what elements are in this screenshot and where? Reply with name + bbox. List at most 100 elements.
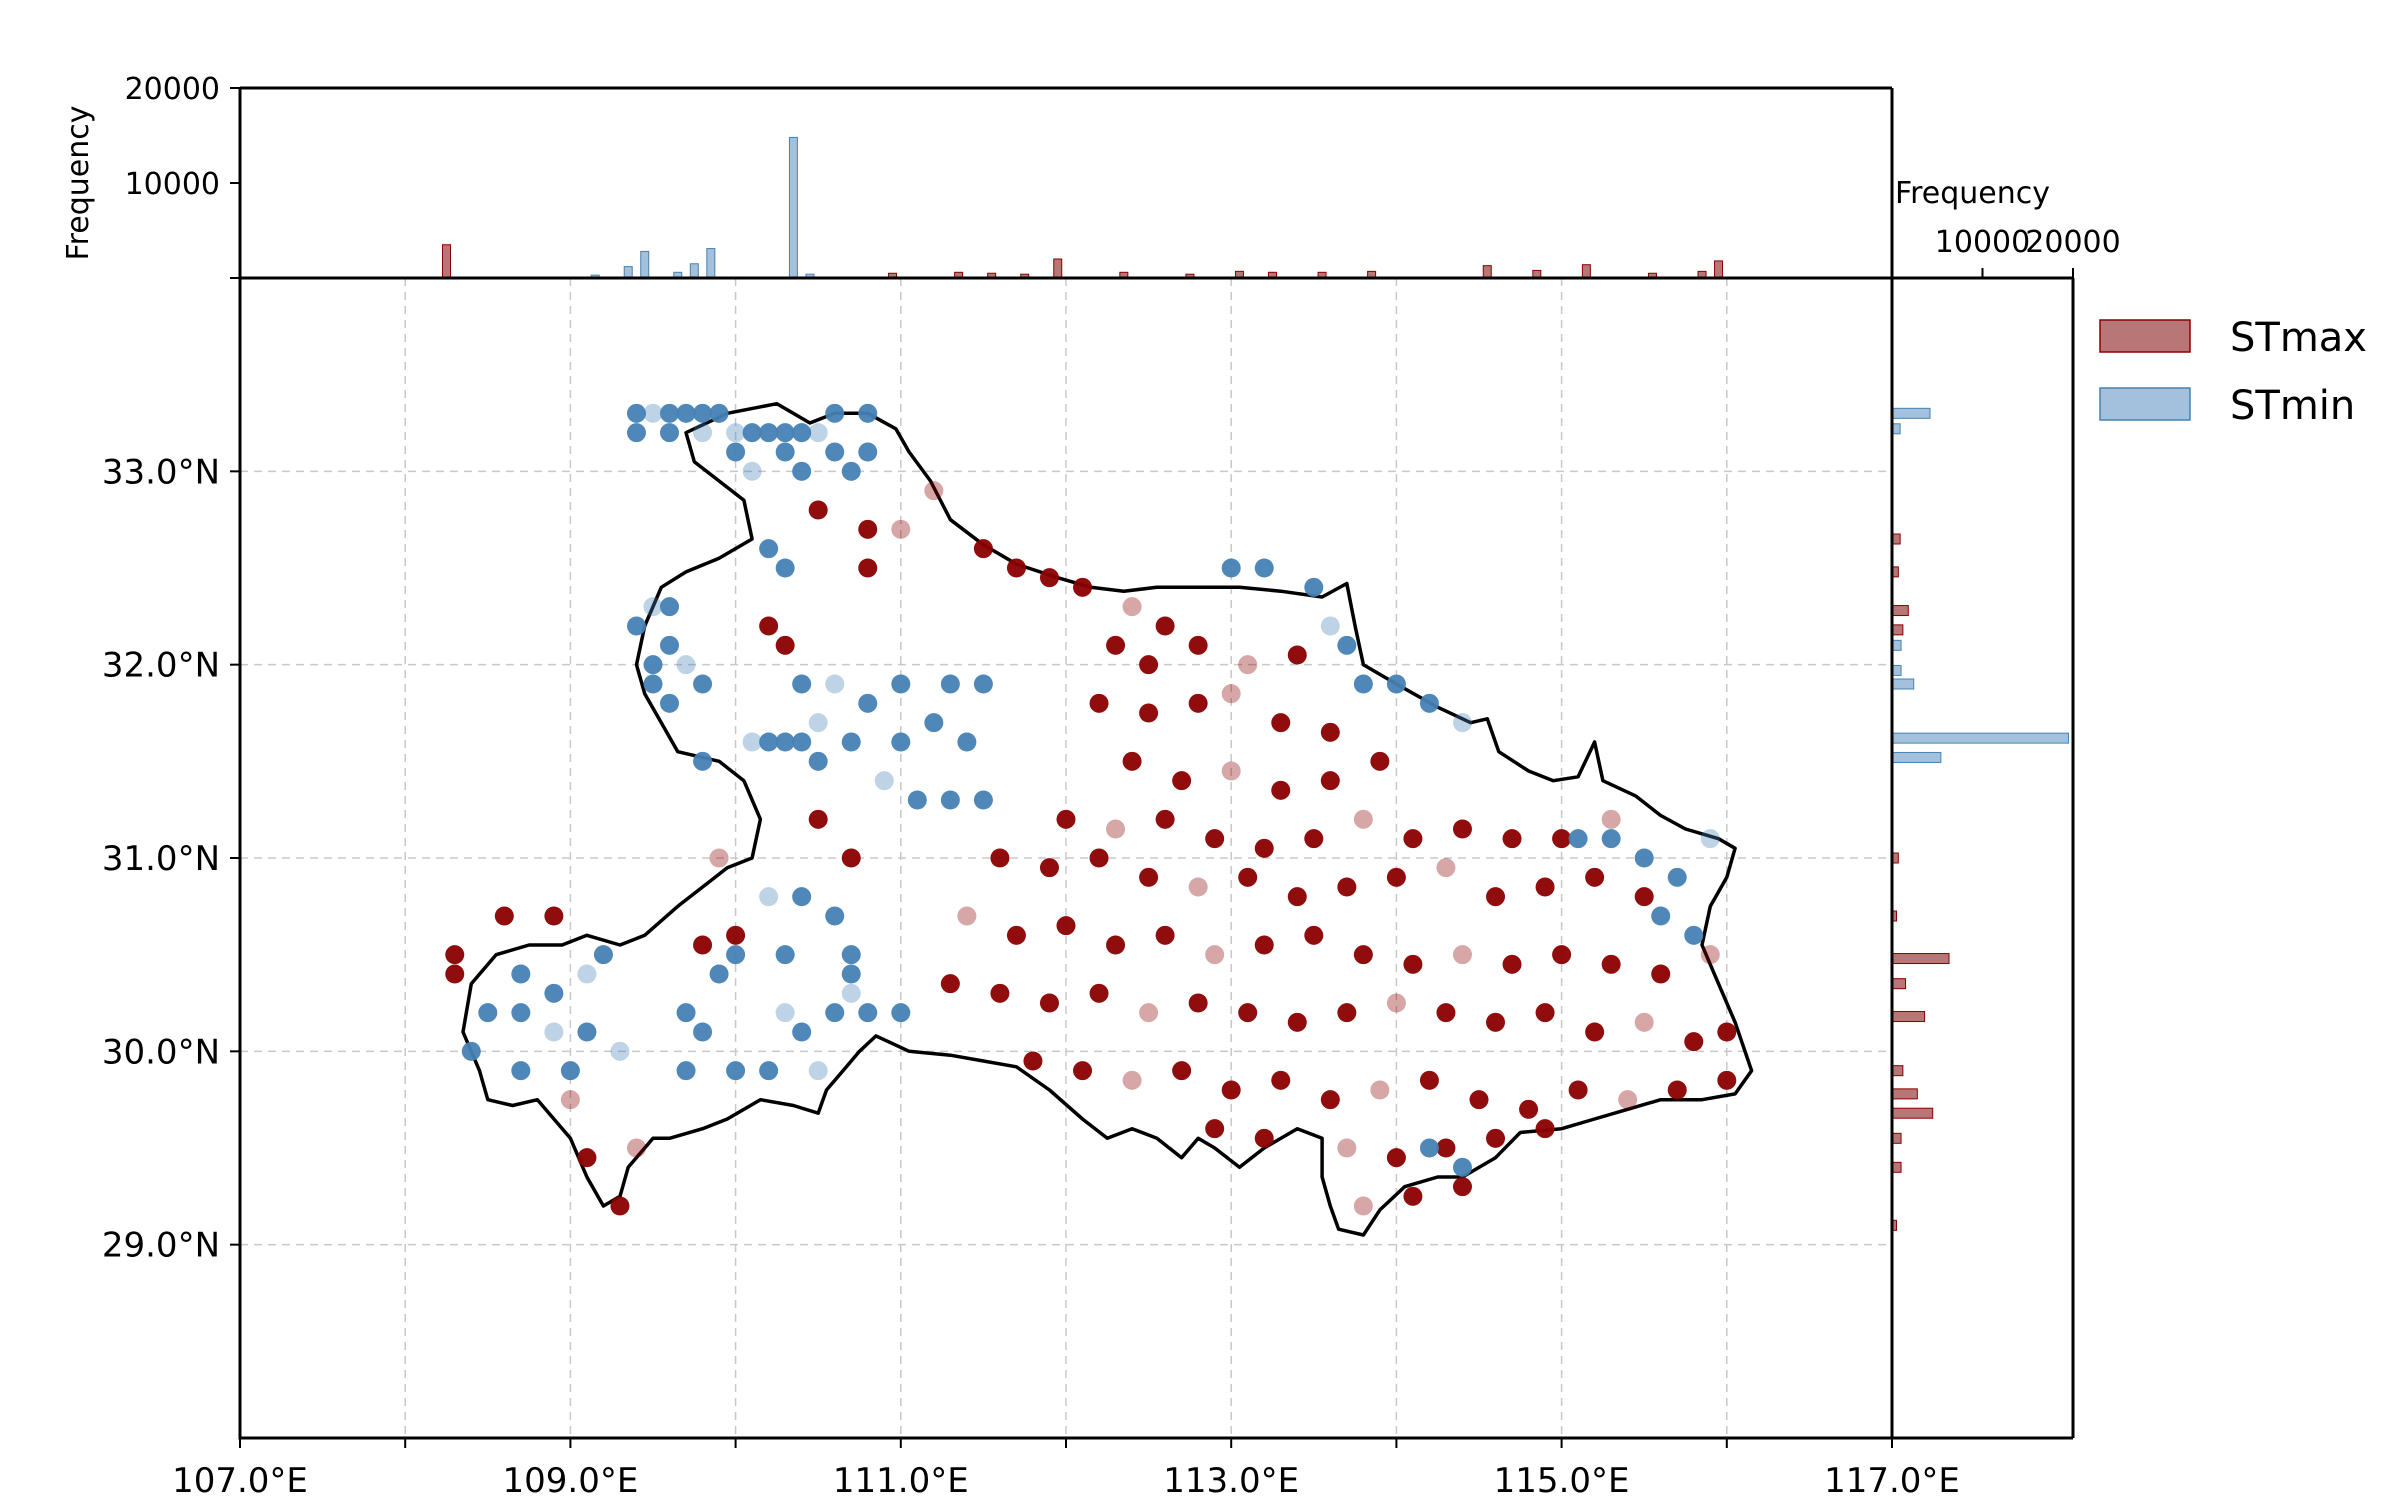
point-stmin xyxy=(1667,867,1687,887)
point-stmin xyxy=(626,423,646,443)
point-stmax xyxy=(858,519,878,539)
point-stmin xyxy=(577,1022,597,1042)
point-stmax xyxy=(841,848,861,868)
point-stmax xyxy=(1535,1119,1555,1139)
legend-swatch-stmin xyxy=(2099,387,2191,421)
point-stmax xyxy=(1601,809,1621,829)
top-hist-bar-stmin xyxy=(640,250,650,279)
point-stmin xyxy=(643,597,663,617)
point-stmax xyxy=(1221,684,1241,704)
point-stmax xyxy=(891,519,911,539)
point-stmax xyxy=(1370,751,1390,771)
point-stmax xyxy=(1353,945,1373,965)
top-hist-bar-stmin xyxy=(623,266,633,279)
point-stmin xyxy=(726,945,746,965)
point-stmin xyxy=(1320,616,1340,636)
boundary-outline xyxy=(461,401,1754,1237)
point-stmin xyxy=(511,1003,531,1023)
point-stmax xyxy=(1287,1012,1307,1032)
point-stmax xyxy=(1403,1186,1423,1206)
point-stmin xyxy=(544,1022,564,1042)
point-stmax xyxy=(1238,655,1258,675)
point-stmax xyxy=(1006,558,1026,578)
point-stmin xyxy=(808,423,828,443)
point-stmax xyxy=(1552,829,1572,849)
legend: STmax STmin xyxy=(2099,315,2367,429)
point-stmax xyxy=(759,616,779,636)
point-stmax xyxy=(1634,887,1654,907)
x-tick-label: 117.0°E xyxy=(1824,1461,1960,1500)
point-stmax xyxy=(1601,954,1621,974)
point-stmin xyxy=(841,983,861,1003)
y-tick-label: 31.0°N xyxy=(102,839,220,879)
point-stmax xyxy=(1717,1070,1737,1090)
point-stmax xyxy=(808,809,828,829)
right-hist-bar-stmax xyxy=(1891,605,1909,617)
point-stmax xyxy=(1651,964,1671,984)
point-stmin xyxy=(1634,848,1654,868)
right-hist-bar-stmax xyxy=(1891,953,1950,965)
axis-ticks: 107.0°E 109.0°E 111.0°E 113.0°E 115.0°E 117.0… xyxy=(61,72,2121,1500)
point-stmax xyxy=(1089,983,1109,1003)
right-hist-bar-stmin xyxy=(1891,407,1931,419)
point-stmin xyxy=(940,790,960,810)
top-hist-tick-label: 20000 xyxy=(125,72,220,107)
point-stmax xyxy=(1188,877,1208,897)
point-stmin xyxy=(775,423,795,443)
top-hist-bar-stmax xyxy=(442,244,451,279)
right-hist-bar-stmax xyxy=(1891,1011,1926,1023)
point-stmin xyxy=(610,1041,630,1061)
point-stmin xyxy=(676,655,696,675)
point-stmin xyxy=(643,403,663,423)
point-stmin xyxy=(1386,674,1406,694)
point-stmin xyxy=(1419,1138,1439,1158)
point-stmin xyxy=(560,1061,580,1081)
point-stmin xyxy=(1651,906,1671,926)
point-stmax xyxy=(1502,954,1522,974)
right-histogram xyxy=(1891,407,2069,1231)
point-stmin xyxy=(792,423,812,443)
top-hist-tick-label: 10000 xyxy=(125,167,220,202)
point-stmax xyxy=(1519,1099,1539,1119)
point-stmax xyxy=(1221,1080,1241,1100)
point-stmin xyxy=(924,713,944,733)
right-hist-bar-stmax xyxy=(1891,1088,1918,1100)
top-hist-bar-stmax xyxy=(1053,258,1063,279)
point-stmin xyxy=(825,674,845,694)
point-stmin xyxy=(825,403,845,423)
point-stmax xyxy=(544,906,564,926)
point-stmin xyxy=(775,1003,795,1023)
province-boundary xyxy=(461,401,1754,1237)
x-tick-label: 107.0°E xyxy=(172,1461,308,1500)
point-stmin xyxy=(759,1061,779,1081)
top-hist-ylabel: Frequency xyxy=(61,106,96,261)
point-stmax xyxy=(990,848,1010,868)
point-stmin xyxy=(726,1061,746,1081)
x-tick-label: 111.0°E xyxy=(833,1461,969,1500)
point-stmin xyxy=(1304,577,1324,597)
point-stmax xyxy=(1337,877,1357,897)
point-stmin xyxy=(1684,925,1704,945)
point-stmin xyxy=(775,732,795,752)
point-stmax xyxy=(1469,1090,1489,1110)
top-hist-bar-stmax xyxy=(1581,264,1591,279)
point-stmin xyxy=(660,403,680,423)
top-hist-bar-stmax xyxy=(1482,265,1492,279)
point-stmax xyxy=(990,983,1010,1003)
point-stmin xyxy=(825,906,845,926)
point-stmin xyxy=(461,1041,481,1061)
point-stmax xyxy=(1486,1128,1506,1148)
point-stmax xyxy=(957,906,977,926)
point-stmax xyxy=(445,945,465,965)
point-stmax xyxy=(610,1196,630,1216)
point-stmin xyxy=(544,983,564,1003)
point-stmin xyxy=(759,423,779,443)
point-stmax xyxy=(1238,1003,1258,1023)
point-stmax xyxy=(1139,1003,1159,1023)
point-stmin xyxy=(1568,829,1588,849)
point-stmax xyxy=(1436,858,1456,878)
point-stmax xyxy=(1684,1032,1704,1052)
scatter-points xyxy=(445,403,1737,1216)
point-stmin xyxy=(626,616,646,636)
